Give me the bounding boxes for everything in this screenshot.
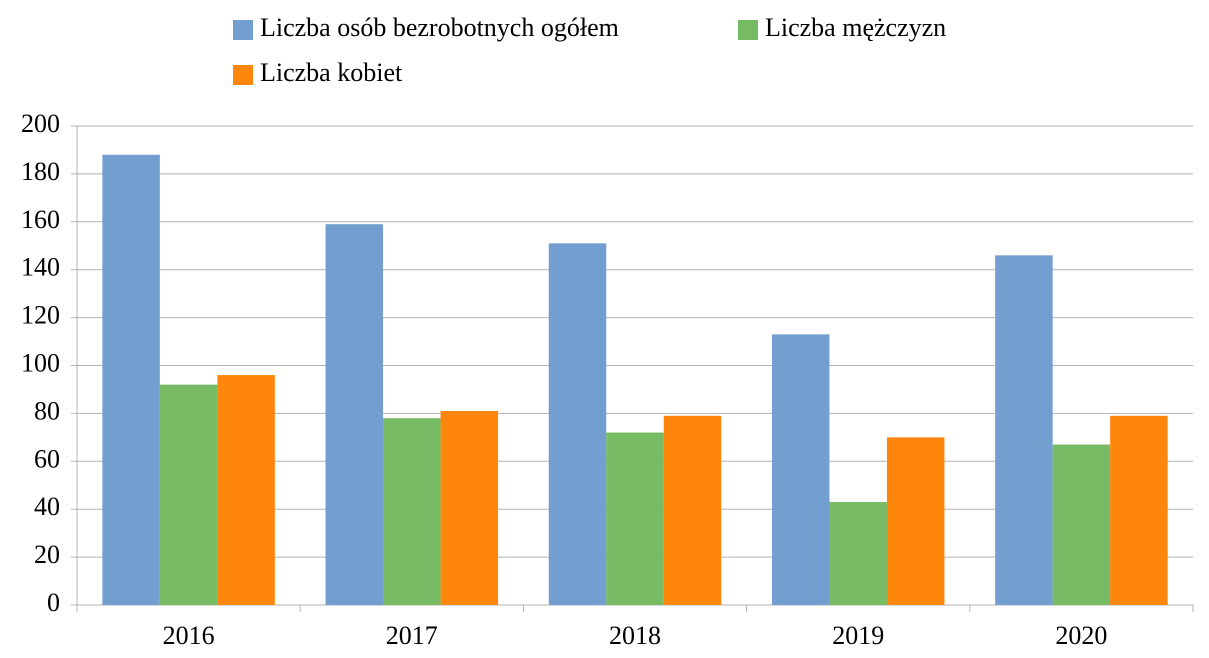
bar bbox=[1052, 444, 1111, 605]
legend-swatch bbox=[233, 65, 253, 85]
y-tick-label: 200 bbox=[21, 109, 60, 138]
bar bbox=[771, 334, 830, 605]
bar bbox=[548, 243, 607, 606]
bar bbox=[1110, 415, 1168, 605]
y-tick-label: 40 bbox=[34, 492, 60, 521]
bar bbox=[383, 418, 441, 605]
legend-swatch bbox=[233, 20, 253, 40]
bar bbox=[663, 415, 722, 605]
x-tick-label: 2017 bbox=[386, 621, 438, 650]
bar bbox=[159, 384, 218, 605]
bar bbox=[995, 255, 1053, 605]
y-tick-label: 140 bbox=[21, 253, 60, 282]
bar bbox=[829, 502, 887, 605]
x-tick-label: 2016 bbox=[163, 621, 215, 650]
y-tick-label: 120 bbox=[21, 301, 60, 330]
y-tick-label: 20 bbox=[34, 540, 60, 569]
y-tick-label: 60 bbox=[34, 444, 60, 473]
bar bbox=[325, 224, 384, 605]
bar bbox=[217, 375, 275, 605]
x-tick-label: 2019 bbox=[832, 621, 884, 650]
y-tick-label: 160 bbox=[21, 205, 60, 234]
y-tick-label: 0 bbox=[47, 588, 60, 617]
bar bbox=[606, 432, 664, 605]
legend-swatch bbox=[738, 20, 758, 40]
legend-label: Liczba kobiet bbox=[260, 58, 403, 87]
x-tick-label: 2018 bbox=[609, 621, 661, 650]
x-tick-label: 2020 bbox=[1055, 621, 1107, 650]
y-tick-label: 100 bbox=[21, 348, 60, 377]
bar bbox=[102, 154, 160, 606]
y-tick-label: 180 bbox=[21, 157, 60, 186]
legend-label: Liczba mężczyzn bbox=[765, 13, 946, 42]
legend-label: Liczba osób bezrobotnych ogółem bbox=[260, 13, 619, 42]
bar bbox=[886, 437, 945, 605]
bar bbox=[440, 411, 499, 605]
y-tick-label: 80 bbox=[34, 396, 60, 425]
